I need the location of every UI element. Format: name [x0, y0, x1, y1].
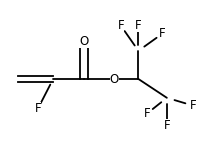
- Text: F: F: [163, 119, 170, 133]
- Text: O: O: [110, 73, 119, 85]
- Text: F: F: [190, 99, 196, 112]
- Text: F: F: [144, 107, 150, 120]
- Text: F: F: [118, 19, 124, 32]
- Text: F: F: [135, 19, 142, 32]
- Text: O: O: [79, 35, 88, 48]
- Text: F: F: [35, 102, 41, 115]
- Text: F: F: [159, 27, 166, 40]
